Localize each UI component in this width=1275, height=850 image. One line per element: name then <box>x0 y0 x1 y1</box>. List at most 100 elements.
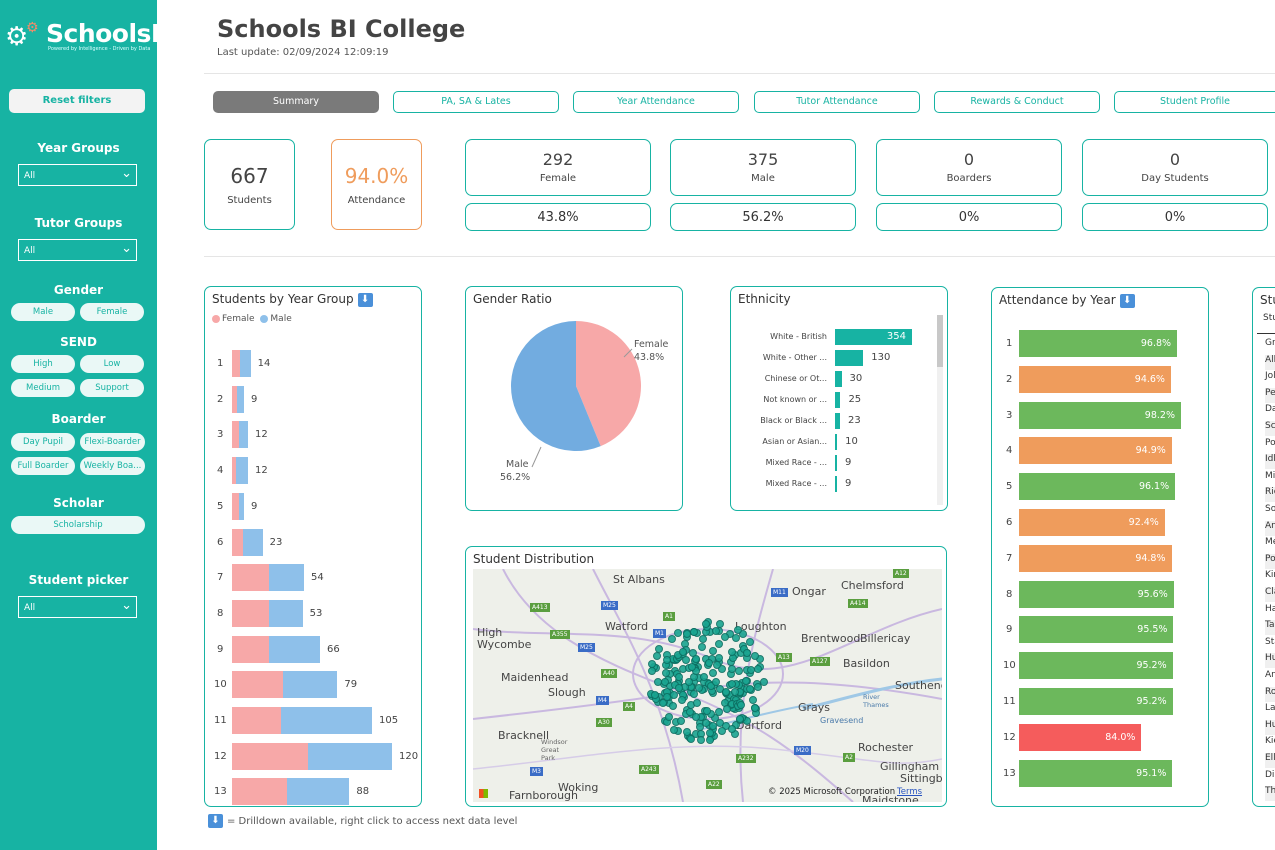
student-location-dot[interactable] <box>702 718 711 727</box>
student-location-dot[interactable] <box>751 703 760 712</box>
female-bar[interactable] <box>232 457 236 485</box>
tab-rewards-conduct[interactable]: Rewards & Conduct <box>934 91 1100 113</box>
female-bar[interactable] <box>232 742 308 770</box>
female-bar[interactable] <box>232 671 283 699</box>
student-location-dot[interactable] <box>745 638 754 647</box>
attendance-bar[interactable]: 92.4% <box>1019 509 1165 536</box>
student-location-dot[interactable] <box>663 656 672 665</box>
student-row[interactable]: Mi <box>1265 470 1275 481</box>
gender-pie-chart[interactable] <box>466 287 683 511</box>
student-row[interactable]: Da <box>1265 404 1275 415</box>
female-bar[interactable] <box>232 492 239 520</box>
student-row[interactable]: Kie <box>1265 736 1275 747</box>
drilldown-arrow-icon[interactable]: ⬇ <box>1119 293 1135 308</box>
female-bar[interactable] <box>232 707 282 734</box>
student-row[interactable]: Sc <box>1265 421 1275 436</box>
student-location-dot[interactable] <box>674 673 683 682</box>
student-location-dot[interactable] <box>728 664 737 673</box>
student-location-dot[interactable] <box>717 726 726 735</box>
student-row[interactable]: So <box>1265 504 1275 514</box>
ethnicity-bar[interactable] <box>835 413 840 429</box>
student-row[interactable]: An <box>1265 520 1275 536</box>
student-location-dot[interactable] <box>728 648 737 656</box>
male-bar[interactable] <box>240 350 251 377</box>
student-location-dot[interactable] <box>698 634 707 643</box>
tab-tutor-attendance[interactable]: Tutor Attendance <box>754 91 920 113</box>
attendance-bar[interactable]: 95.5% <box>1019 616 1174 644</box>
attendance-bar[interactable]: 95.2% <box>1019 688 1173 715</box>
student-location-dot[interactable] <box>712 661 721 670</box>
student-location-dot[interactable] <box>660 677 669 686</box>
student-location-dot[interactable] <box>650 690 659 699</box>
attendance-bar[interactable]: 94.8% <box>1019 544 1172 572</box>
attendance-bar[interactable]: 94.9% <box>1019 437 1172 465</box>
boarder-full-button[interactable]: Full Boarder <box>11 457 75 475</box>
scholarship-button[interactable]: Scholarship <box>11 516 145 534</box>
ethnicity-bar[interactable] <box>835 434 838 450</box>
student-location-dot[interactable] <box>741 677 750 685</box>
student-location-dot[interactable] <box>697 736 706 745</box>
student-location-dot[interactable] <box>722 688 731 697</box>
student-distribution-panel[interactable]: Student Distribution St Albans Chelmsford… <box>465 546 947 807</box>
student-location-dot[interactable] <box>693 698 702 707</box>
ethnicity-scrollbar-track[interactable] <box>937 315 943 505</box>
attendance-bar[interactable]: 98.2% <box>1019 401 1181 429</box>
student-location-dot[interactable] <box>700 672 709 681</box>
student-row[interactable]: Pe <box>1265 387 1275 403</box>
student-row[interactable]: Idl <box>1265 454 1275 470</box>
student-location-dot[interactable] <box>745 685 754 694</box>
student-location-dot[interactable] <box>734 626 743 635</box>
student-location-dot[interactable] <box>647 666 656 675</box>
student-row[interactable]: Po <box>1265 553 1275 569</box>
ethnicity-bar[interactable] <box>835 371 842 387</box>
student-location-dot[interactable] <box>708 646 717 655</box>
student-location-dot[interactable] <box>674 683 683 692</box>
student-location-dot[interactable] <box>682 727 691 736</box>
ethnicity-bar[interactable] <box>835 476 837 492</box>
student-location-dot[interactable] <box>718 665 727 674</box>
student-location-dot[interactable] <box>661 669 670 678</box>
student-location-dot[interactable] <box>695 722 704 731</box>
tab-year-attendance[interactable]: Year Attendance <box>573 91 739 113</box>
attendance-bar[interactable]: 95.1% <box>1019 759 1173 787</box>
student-location-dot[interactable] <box>720 633 729 642</box>
student-picker-select[interactable]: All ⌄ <box>18 596 137 618</box>
student-row[interactable]: Ell <box>1265 753 1275 768</box>
student-location-dot[interactable] <box>743 648 752 657</box>
student-row[interactable]: Me <box>1265 537 1275 548</box>
students-list-panel[interactable]: Stu Stu GrAllJolPeDaScPoIdlMiRicSoAnMePo… <box>1252 287 1275 807</box>
year-groups-select[interactable]: All ⌄ <box>18 164 137 186</box>
male-bar[interactable] <box>238 421 248 449</box>
male-bar[interactable] <box>238 492 244 520</box>
student-row[interactable]: Ha <box>1265 603 1275 614</box>
student-row[interactable]: Ric <box>1265 487 1275 503</box>
female-slice[interactable] <box>576 321 641 447</box>
tab-student-profile[interactable]: Student Profile <box>1114 91 1275 113</box>
student-location-dot[interactable] <box>659 699 668 708</box>
student-row[interactable]: Hu <box>1265 719 1275 735</box>
student-location-dot[interactable] <box>690 689 699 698</box>
male-slice[interactable] <box>511 321 601 451</box>
boarder-weekly-button[interactable]: Weekly Boa... <box>80 457 145 475</box>
attendance-bar[interactable]: 95.6% <box>1019 580 1174 608</box>
student-row[interactable]: Th <box>1265 786 1275 802</box>
student-location-dot[interactable] <box>711 677 720 686</box>
female-bar[interactable] <box>232 350 240 377</box>
boarder-flexi-button[interactable]: Flexi-Boarder <box>80 433 145 451</box>
female-bar[interactable] <box>232 635 270 663</box>
tab-summary[interactable]: Summary <box>213 91 379 113</box>
student-row[interactable]: Jol <box>1265 371 1275 382</box>
male-bar[interactable] <box>282 671 338 699</box>
student-location-dot[interactable] <box>712 627 721 636</box>
student-location-dot[interactable] <box>678 648 687 657</box>
student-row[interactable]: Sta <box>1265 636 1275 647</box>
student-location-dot[interactable] <box>715 640 724 649</box>
student-location-dot[interactable] <box>685 678 694 686</box>
drilldown-arrow-icon[interactable]: ⬇ <box>357 292 373 307</box>
student-location-dot[interactable] <box>670 726 679 735</box>
student-location-dot[interactable] <box>760 678 769 687</box>
student-row[interactable]: All <box>1265 354 1275 370</box>
student-location-dot[interactable] <box>737 700 746 709</box>
ethnicity-scrollbar-thumb[interactable] <box>937 315 943 367</box>
boarder-day-pupil-button[interactable]: Day Pupil <box>11 433 75 451</box>
